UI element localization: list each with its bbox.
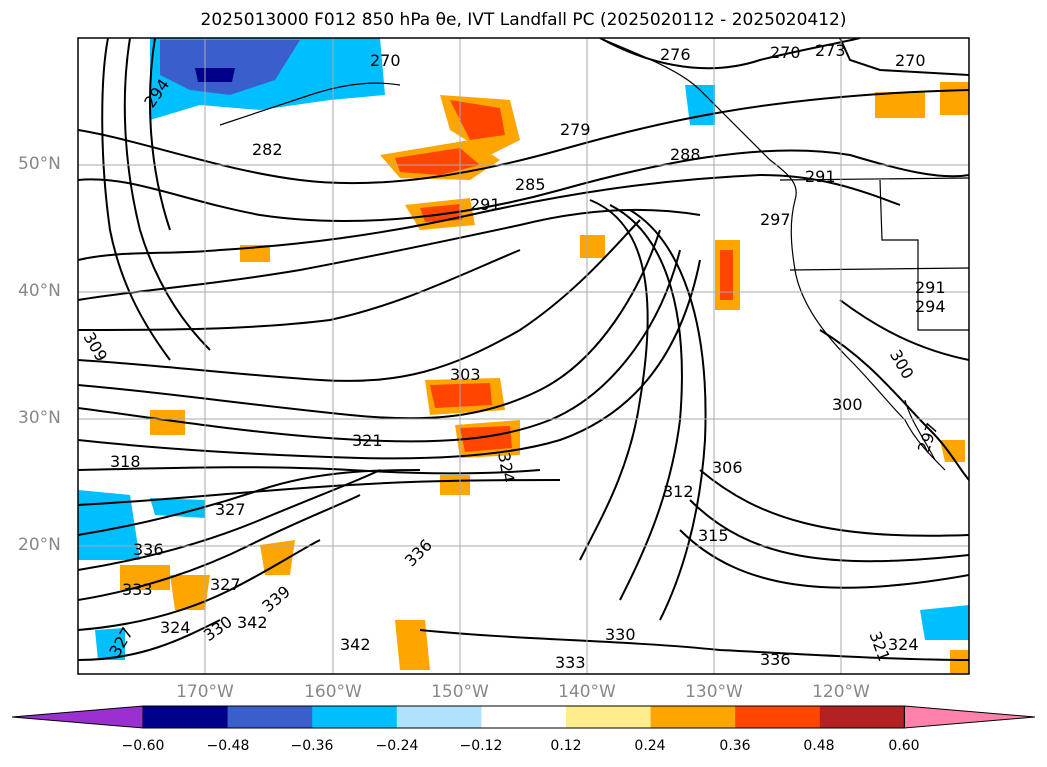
- lon-label: 130°W: [685, 682, 743, 702]
- contour-label: 294: [915, 297, 946, 316]
- contour-label: 300: [832, 395, 863, 414]
- contour-label: 327: [210, 575, 241, 594]
- contour-label: 324: [888, 635, 919, 654]
- contour-label: 273: [815, 41, 846, 60]
- colorbar-segment: [735, 706, 821, 728]
- coastlines: [219, 38, 969, 471]
- colorbar-tick: −0.48: [206, 738, 250, 754]
- contour-label: 270: [895, 51, 926, 70]
- colorbar-tick: 0.12: [550, 738, 582, 754]
- colorbar-extend-low: [11, 705, 144, 729]
- contour-label: 342: [340, 635, 371, 654]
- lat-label: 40°N: [18, 281, 61, 301]
- colorbar-tick: 0.60: [888, 738, 920, 754]
- contour-label: 336: [133, 540, 164, 559]
- contour-label: 318: [110, 452, 141, 471]
- contour-label: 327: [215, 500, 246, 519]
- colorbar: [11, 705, 1036, 729]
- contour-label: 282: [252, 140, 283, 159]
- contour-label: 270: [370, 51, 401, 70]
- contour-labels: 294 270 273 276 270 270 279 282 285 288 …: [80, 41, 946, 672]
- colorbar-tick: −0.12: [459, 738, 503, 754]
- contour-label: 270: [770, 43, 801, 62]
- contour-label: 312: [663, 482, 694, 501]
- colorbar-segment: [566, 706, 652, 728]
- contour-label: 336: [760, 650, 791, 669]
- lat-label: 50°N: [18, 154, 61, 174]
- contour-label: 333: [122, 580, 153, 599]
- contour-label: 324: [160, 618, 191, 637]
- colorbar-tick: 0.36: [719, 738, 751, 754]
- colorbar-segment: [396, 706, 482, 728]
- colorbar-tick: 0.48: [803, 738, 835, 754]
- contour-label: 321: [352, 431, 383, 450]
- map-frame: [77, 37, 970, 675]
- contour-label: 291: [915, 278, 946, 297]
- contour-label: 276: [660, 45, 691, 64]
- contour-label: 279: [560, 120, 591, 139]
- lon-label: 140°W: [558, 682, 616, 702]
- colorbar-segment: [143, 706, 229, 728]
- colorbar-frame: [142, 705, 905, 729]
- contour-label: 288: [670, 145, 701, 164]
- contour-label: 303: [450, 365, 481, 384]
- contour-label: 285: [515, 175, 546, 194]
- contour-label: 342: [237, 613, 268, 632]
- lon-label: 150°W: [431, 682, 489, 702]
- contour-label: 291: [805, 167, 836, 186]
- lat-label: 30°N: [18, 408, 61, 428]
- colorbar-segment: [481, 706, 567, 728]
- colorbar-tick: 0.24: [634, 738, 666, 754]
- theta-e-contours: [78, 38, 969, 661]
- colorbar-segment: [227, 706, 313, 728]
- colorbar-tick: −0.24: [375, 738, 419, 754]
- lon-label: 160°W: [304, 682, 362, 702]
- lon-label: 120°W: [812, 682, 870, 702]
- colorbar-segment: [650, 706, 736, 728]
- contour-label: 333: [555, 653, 586, 672]
- map-background: [78, 38, 969, 674]
- map-title: 2025013000 F012 850 hPa θe, IVT Landfall…: [200, 10, 847, 30]
- colorbar-extend-high: [903, 705, 1036, 729]
- contour-label: 330: [605, 625, 636, 644]
- colorbar-segment: [312, 706, 398, 728]
- contour-label: 315: [698, 526, 729, 545]
- lat-label: 20°N: [18, 535, 61, 555]
- contour-label: 291: [470, 195, 501, 214]
- contour-label: 306: [712, 458, 743, 477]
- colorbar-tick: −0.36: [290, 738, 334, 754]
- contour-label: 297: [760, 210, 791, 229]
- colorbar-segment: [819, 706, 905, 728]
- gridlines: [78, 38, 969, 674]
- colorbar-tick: −0.60: [121, 738, 165, 754]
- lon-label: 170°W: [176, 682, 234, 702]
